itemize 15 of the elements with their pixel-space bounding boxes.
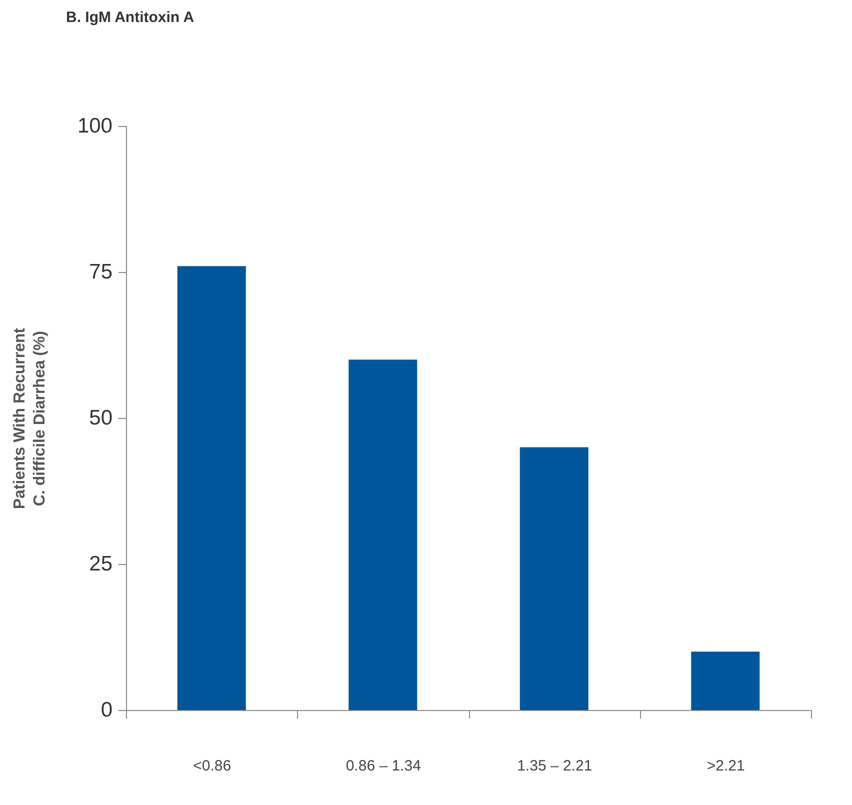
bar <box>691 652 760 710</box>
x-tick-label: 0.86 – 1.34 <box>346 758 421 774</box>
y-tick-label: 100 <box>77 114 112 138</box>
y-tick-label: 25 <box>89 552 112 576</box>
y-tick-label: 0 <box>100 698 112 722</box>
bar <box>348 360 418 710</box>
x-tick-label: 1.35 – 2.21 <box>517 758 592 774</box>
chart-title: B. IgM Antitoxin A <box>66 9 194 26</box>
y-tick-label: 75 <box>89 260 112 284</box>
y-axis-title: Patients With Recurrent C. difficile Diarrhea (%) <box>11 327 48 510</box>
x-tick-label: >2.21 <box>706 758 745 774</box>
bar <box>177 266 246 710</box>
x-tick-label: <0.86 <box>193 758 232 774</box>
y-tick-label: 50 <box>89 406 112 430</box>
bar <box>520 447 588 710</box>
